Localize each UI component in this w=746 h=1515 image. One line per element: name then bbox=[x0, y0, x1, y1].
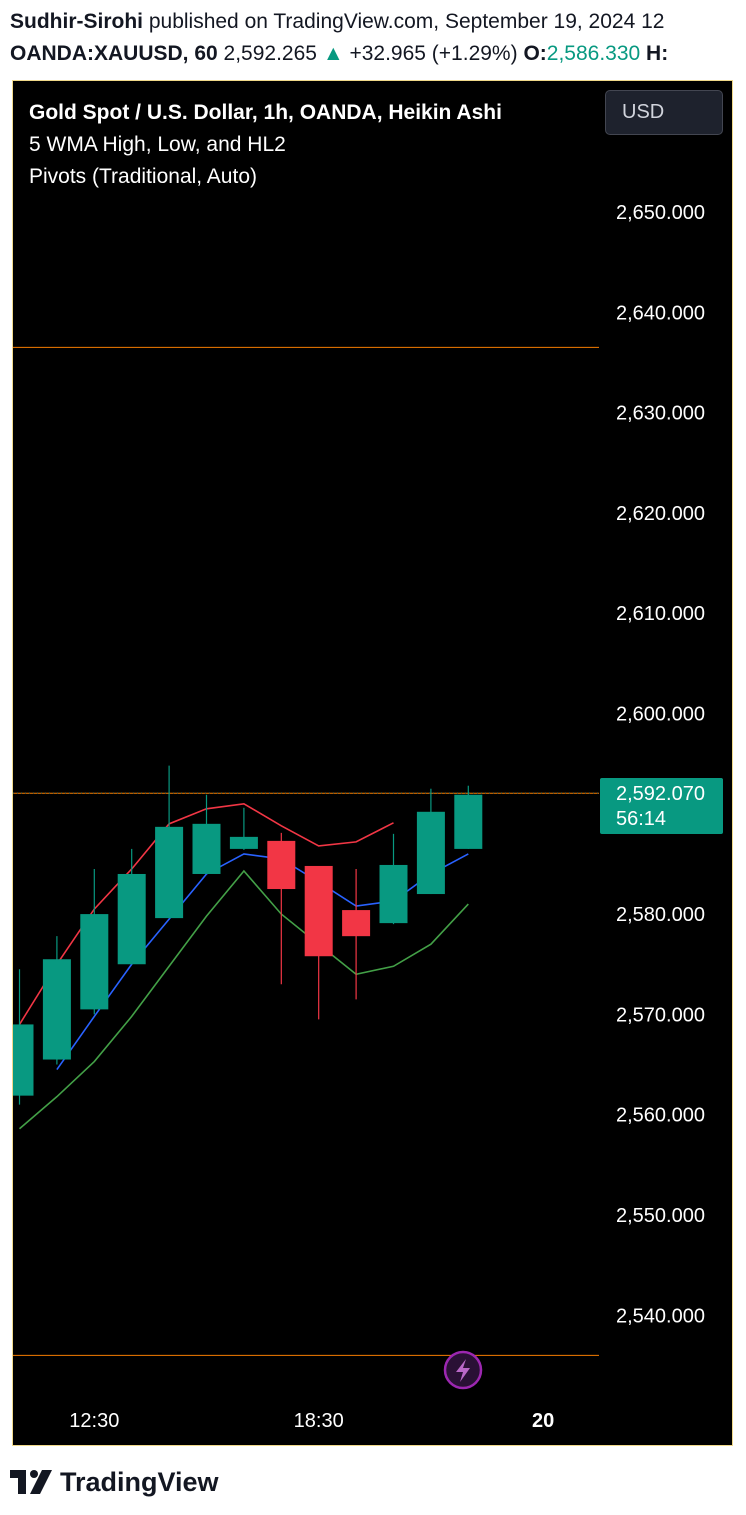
countdown-label: 56:14 bbox=[616, 808, 666, 830]
candle-body-8 bbox=[304, 865, 333, 957]
author-name[interactable]: Sudhir-Sirohi bbox=[10, 10, 143, 33]
y-tick-label: 2,620.000 bbox=[616, 503, 705, 525]
legend-indicator-pivots[interactable]: Pivots (Traditional, Auto) bbox=[29, 165, 257, 188]
y-tick-label: 2,650.000 bbox=[616, 202, 705, 224]
y-tick-label: 2,540.000 bbox=[616, 1305, 705, 1327]
candle-body-11 bbox=[416, 811, 445, 895]
y-tick-label: 2,610.000 bbox=[616, 603, 705, 625]
candle-body-7 bbox=[267, 840, 296, 890]
candle-body-4 bbox=[155, 826, 184, 919]
x-tick-label: 20 bbox=[532, 1410, 554, 1432]
wma-low-line bbox=[18, 869, 469, 1130]
tradingview-logo-icon bbox=[10, 1470, 52, 1494]
open-value: 2,586.330 bbox=[546, 42, 641, 65]
tradingview-logo: TradingView bbox=[10, 1462, 219, 1502]
y-tick-label: 2,570.000 bbox=[616, 1004, 705, 1026]
candle-body-9 bbox=[342, 910, 371, 937]
up-arrow-icon: ▲ bbox=[322, 42, 344, 65]
symbol-label: OANDA:XAUUSD, 60 bbox=[10, 42, 218, 65]
candle-body-0 bbox=[13, 1024, 34, 1096]
candle-body-3 bbox=[117, 873, 146, 965]
high-label: H: bbox=[646, 42, 669, 65]
lightning-icon[interactable] bbox=[443, 1350, 483, 1390]
candle-body-10 bbox=[379, 864, 408, 924]
x-tick-label: 12:30 bbox=[69, 1410, 119, 1432]
candle-body-1 bbox=[42, 959, 71, 1060]
y-tick-label: 2,550.000 bbox=[616, 1205, 705, 1227]
y-tick-label: 2,630.000 bbox=[616, 403, 705, 425]
chart-panel[interactable]: 2,540.000 2,550.000 2,560.000 2,570.000 2,58… bbox=[12, 80, 733, 1446]
last-price-label: 2,592.070 bbox=[616, 783, 705, 805]
price-change: +32.965 (+1.29%) bbox=[349, 42, 518, 65]
y-tick-label: 2,600.000 bbox=[616, 704, 705, 726]
currency-button[interactable]: USD bbox=[605, 90, 723, 135]
y-tick-label: 2,560.000 bbox=[616, 1105, 705, 1127]
legend-indicator-wma[interactable]: 5 WMA High, Low, and HL2 bbox=[29, 133, 286, 156]
last-price: 2,592.265 bbox=[223, 42, 317, 65]
candle-body-12 bbox=[454, 794, 483, 849]
legend-symbol[interactable]: Gold Spot / U.S. Dollar, 1h, OANDA, Heik… bbox=[29, 101, 502, 124]
publish-info: published on TradingView.com, September … bbox=[143, 10, 665, 33]
y-tick-label: 2,580.000 bbox=[616, 904, 705, 926]
publish-header: Sudhir-Sirohi published on TradingView.c… bbox=[10, 6, 746, 70]
x-tick-label: 18:30 bbox=[294, 1410, 344, 1432]
candle-body-2 bbox=[80, 914, 109, 1010]
tradingview-wordmark: TradingView bbox=[60, 1466, 219, 1497]
open-label: O: bbox=[523, 42, 547, 65]
chart-legend: Gold Spot / U.S. Dollar, 1h, OANDA, Heik… bbox=[29, 97, 502, 193]
y-tick-label: 2,640.000 bbox=[616, 302, 705, 324]
last-price-tag bbox=[600, 778, 723, 835]
price-chart[interactable]: 2,540.000 2,550.000 2,560.000 2,570.000 2,58… bbox=[13, 81, 733, 1446]
candle-body-5 bbox=[192, 823, 221, 874]
candle-body-6 bbox=[229, 836, 258, 849]
